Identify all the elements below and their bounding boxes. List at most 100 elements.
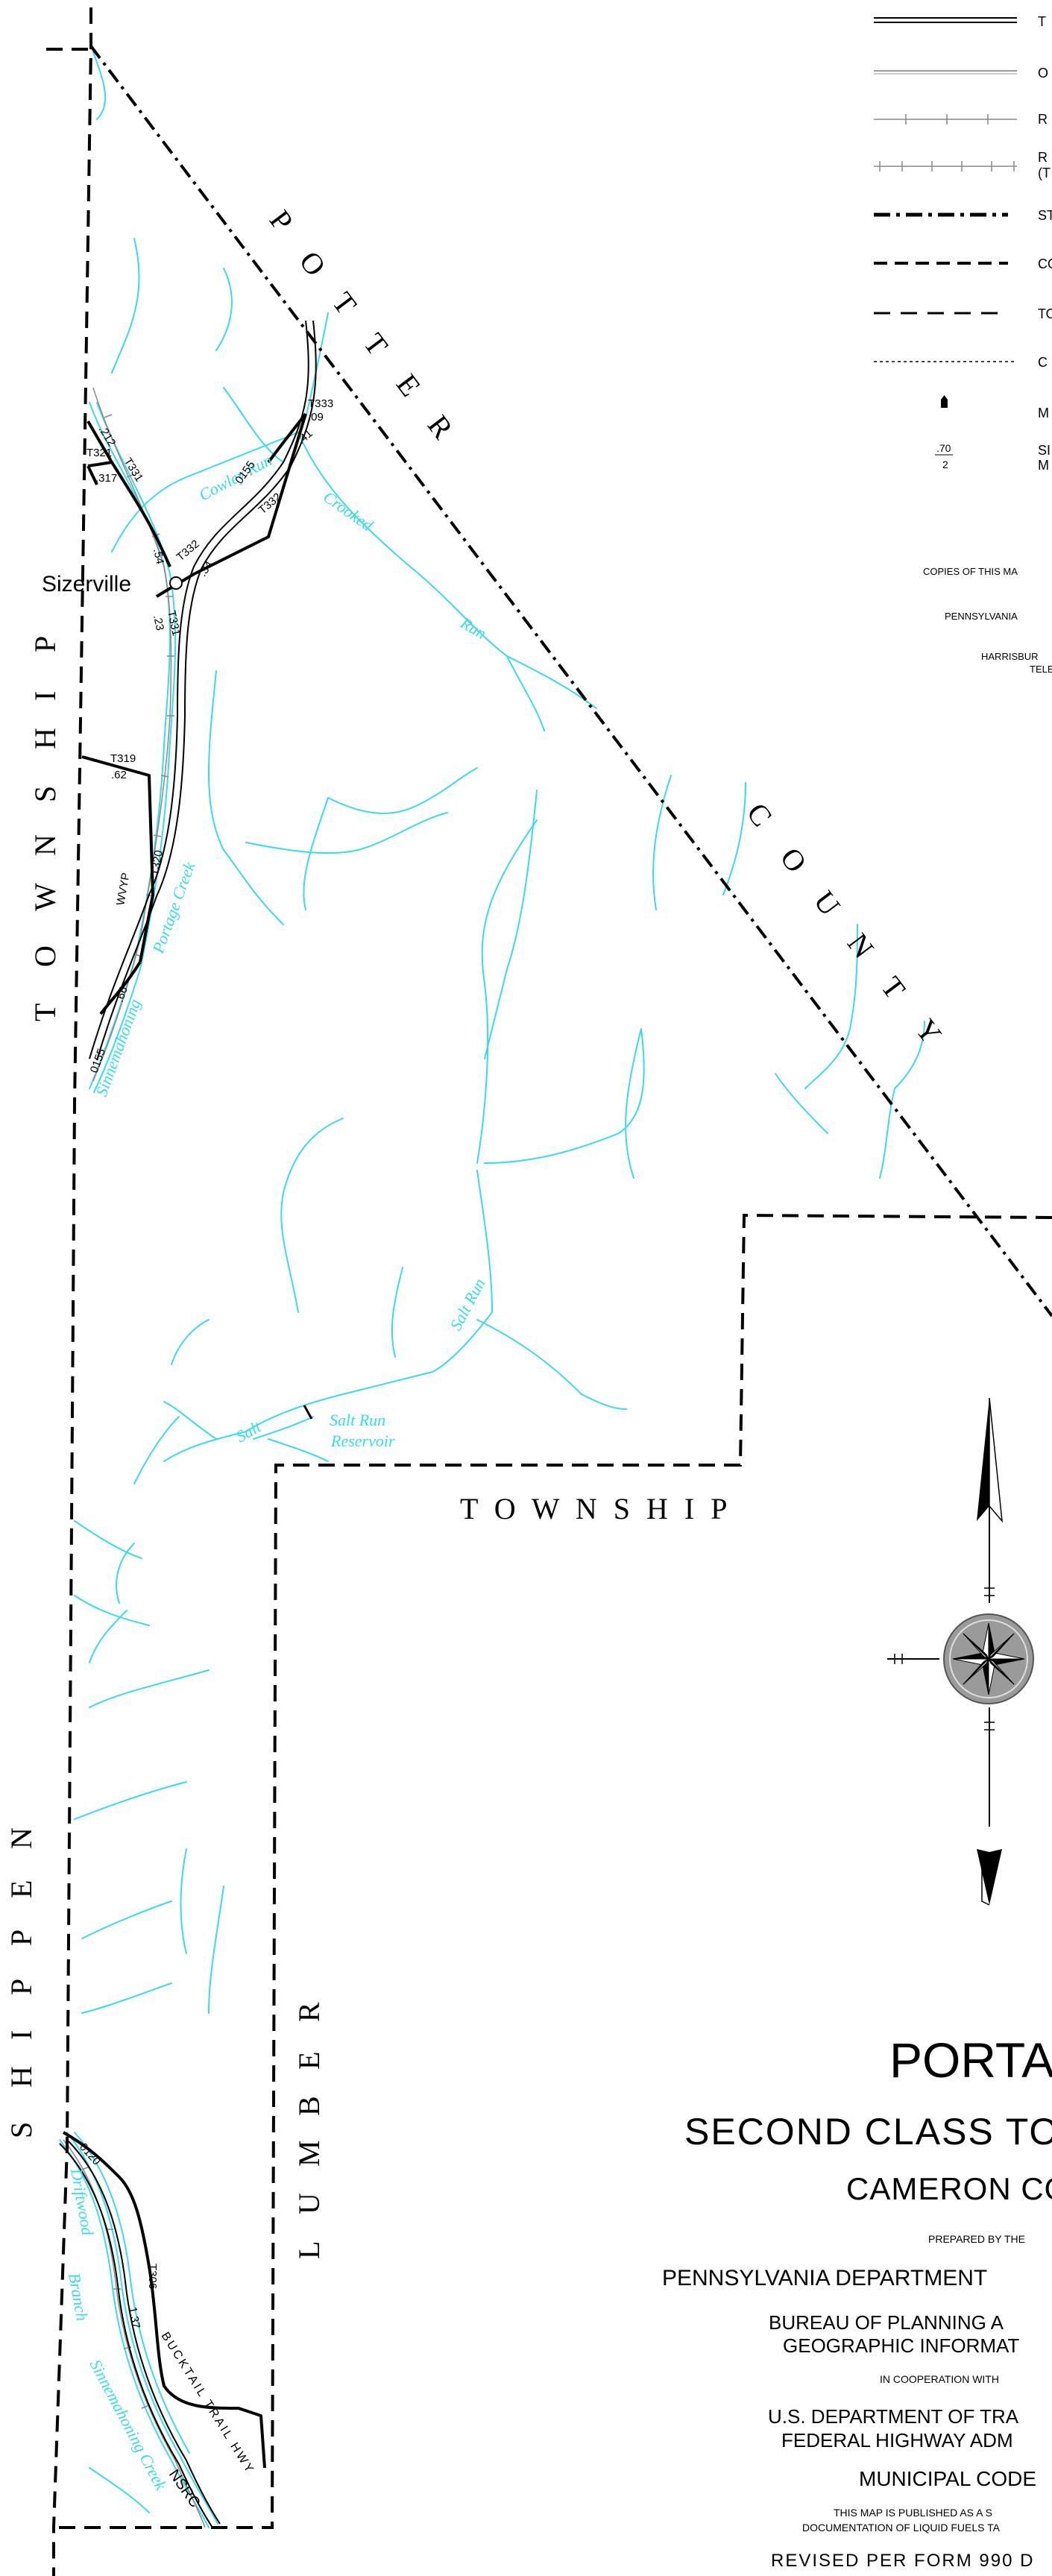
legend-item-8: C [1038, 355, 1048, 370]
road-label-23: .23 [151, 614, 166, 632]
shippen-h: H [4, 2063, 38, 2088]
boundary-labels: P O T T E R C O U N T Y T O W N S H I P … [4, 204, 951, 2259]
road-label-317: .317 [95, 472, 117, 485]
note-line-2: DOCUMENTATION OF LIQUID FUELS TA [802, 2522, 1001, 2534]
legend-item-4a: R [1038, 150, 1048, 165]
road-label-t333: T333 [308, 397, 333, 410]
potter-label-o: O [293, 245, 335, 284]
road-label-wvyp: WVYP [114, 872, 132, 906]
township-center-label: T O W N S H I P [460, 1492, 731, 1525]
shippen-p1: P [4, 1976, 38, 1995]
road-label-137: 1.37 [126, 2306, 142, 2330]
lumber-r: R [292, 1999, 326, 2022]
legend-item-6: CO [1038, 256, 1052, 271]
note-line-1: THIS MAP IS PUBLISHED AS A S [834, 2507, 992, 2519]
legend-item-1: T [1038, 14, 1046, 29]
legend-sample-bottom: 2 [942, 459, 948, 470]
potter-label-r: R [421, 409, 462, 447]
legend: T O R R (T ST CO TO C M [874, 14, 1052, 675]
reservoir-label-1: Salt Run [330, 1411, 385, 1429]
branch-label: Branch [65, 2272, 92, 2323]
cooperation: IN COOPERATION WITH [880, 2373, 999, 2385]
legend-item-2: O [1038, 66, 1048, 81]
sizerville-label: Sizerville [42, 572, 131, 596]
township-left-t: T [28, 1001, 62, 1021]
copies-line: COPIES OF THIS MA [923, 566, 1018, 577]
reservoir-dam [303, 1405, 313, 1420]
usdot: U.S. DEPARTMENT OF TRA [768, 2405, 1019, 2428]
legend-item-4b: (T [1038, 166, 1051, 180]
road-label-09: .09 [308, 411, 324, 423]
shippen-e: E [4, 1877, 38, 1898]
municipal-code: MUNICIPAL CODE [859, 2467, 1036, 2490]
lumber-l: L [292, 2238, 326, 2259]
potter-label-e: E [390, 368, 429, 405]
township-left-o: O [28, 942, 62, 967]
road-label-t319: T319 [110, 752, 136, 765]
shippen-s: S [4, 2119, 38, 2138]
road-label-62: .62 [111, 769, 127, 781]
county-label-t: T [875, 970, 914, 1007]
township-left-w: W [28, 880, 62, 911]
title-block: PORTAG SECOND CLASS TO CAMERON CO PREPAR… [662, 2032, 1052, 2571]
road-label-t321: T321 [86, 447, 112, 459]
county-label-o: O [774, 841, 816, 881]
north-arrow-icon [887, 1397, 1003, 1906]
lumber-b: B [292, 2093, 326, 2116]
road-label-66: .66 [113, 985, 130, 1004]
sizerville-marker [169, 576, 183, 590]
department: PENNSYLVANIA DEPARTMENT [662, 2266, 987, 2290]
township-left-n: N [28, 831, 62, 856]
crooked-label: Crooked [320, 488, 377, 535]
lumber-e: E [292, 2049, 326, 2070]
county-label-u: U [807, 884, 849, 924]
agency-line: PENNSYLVANIA [945, 611, 1018, 622]
crooked-run-label: Run [457, 613, 490, 643]
shippen-i: I [4, 2027, 38, 2040]
road-label-t320: T320 [148, 849, 166, 877]
state-route [59, 320, 317, 2528]
legend-item-3: R [1038, 112, 1048, 127]
lumber-m: M [292, 2137, 326, 2167]
road-label-t331b: T331 [165, 609, 183, 637]
legend-item-7: TO [1038, 306, 1052, 321]
legend-item-9: M [1038, 406, 1049, 421]
prepared-by: PREPARED BY THE [928, 2233, 1025, 2245]
svg-text:SI: SI [1038, 443, 1051, 458]
revised-line: REVISED PER FORM 990 D [771, 2551, 1034, 2571]
potter-label-t2: T [357, 327, 397, 364]
salt-label: Salt [233, 1417, 265, 1446]
county-name: CAMERON CO [846, 2171, 1052, 2206]
potter-label-t1: T [326, 286, 365, 323]
township-left-p: P [28, 633, 62, 652]
shippen-p2: P [4, 1927, 38, 1946]
potter-label-p: P [263, 204, 302, 239]
shippen-n: N [4, 1824, 38, 1849]
township-boundary [46, 7, 1052, 2576]
township-left-i: I [28, 688, 62, 701]
svg-text:M: M [1038, 458, 1049, 473]
township-left-h: H [28, 725, 62, 749]
fhwa: FEDERAL HIGHWAY ADM [781, 2429, 1013, 2451]
bureau-line-1: BUREAU OF PLANNING A [769, 2311, 1004, 2334]
township-left-s: S [28, 783, 62, 802]
streams [59, 51, 925, 2528]
lumber-u: U [292, 2190, 326, 2214]
railroad-ticks [81, 414, 174, 2409]
map-title: PORTAG [889, 2032, 1052, 2088]
county-boundary [89, 45, 1052, 1317]
legend-item-5: ST [1038, 208, 1052, 223]
milepost-icon [941, 395, 948, 408]
bureau-line-2: GEOGRAPHIC INFORMAT [783, 2334, 1019, 2357]
compass-rose-icon [943, 1613, 1034, 1704]
legend-sample-top: .70 [936, 442, 951, 454]
address-line-1: HARRISBUR [981, 651, 1039, 662]
map-subtitle: SECOND CLASS TO [684, 2111, 1052, 2153]
driftwood-label: Driftwood [67, 2167, 98, 2238]
reservoir-label-2: Reservoir [330, 1432, 395, 1450]
county-label-c: C [740, 796, 781, 835]
county-label-n: N [841, 927, 883, 966]
county-label-y: Y [909, 1013, 951, 1052]
road-label-t306: T306 [146, 2264, 159, 2289]
